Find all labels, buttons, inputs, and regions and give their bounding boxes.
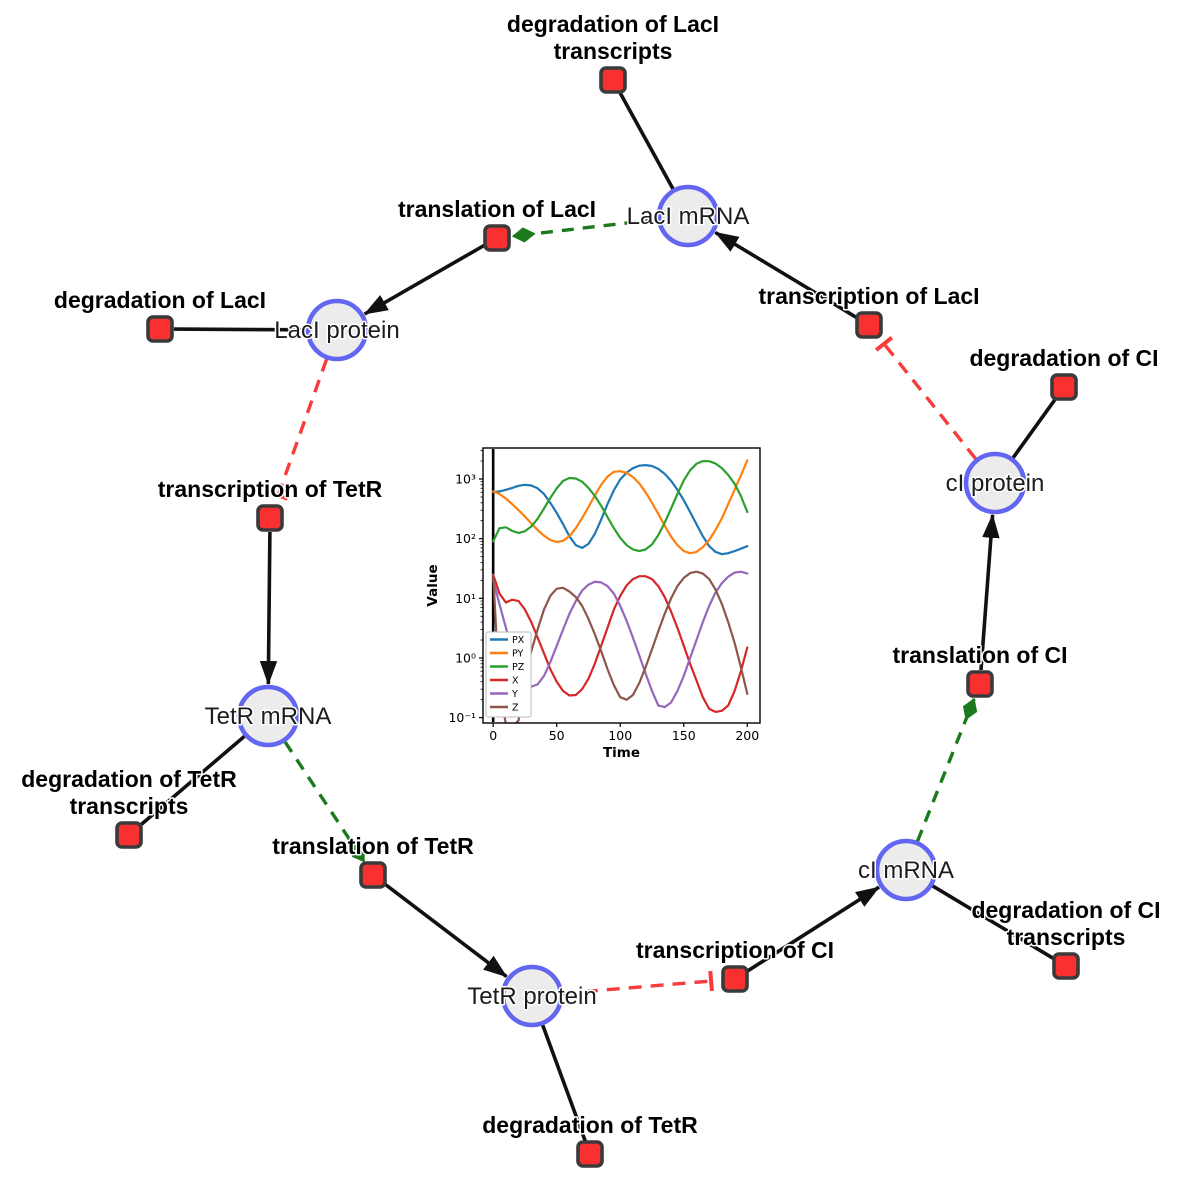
series-PX (492, 464, 749, 556)
reaction-deg-LacI-node[interactable] (146, 315, 174, 343)
reaction-tl-LacI-label: translation of LacI (398, 196, 596, 222)
y-tick-label: 10¹ (455, 591, 476, 606)
species-cI-protein-label: cI protein (946, 470, 1045, 497)
reaction-deg-CI-label: degradation of CI (969, 345, 1158, 371)
legend-box (485, 631, 532, 718)
y-tick-label: 10³ (455, 472, 476, 487)
series-PZ (492, 460, 749, 553)
reaction-tl-TetR-label: translation of TetR (272, 833, 474, 859)
edge-consumption-LacI-protein-deg-LacI (173, 327, 307, 332)
species-LacI-mRNA-node[interactable] (656, 184, 720, 248)
reaction-tx-CI-label: transcription of CI (636, 937, 834, 963)
edge-production-tx-LacI-LacI-mRNA (714, 230, 858, 320)
y-tick-label: 10⁰ (455, 650, 476, 665)
species-TetR-mRNA-node[interactable] (236, 684, 300, 748)
reaction-tx-LacI-label: transcription of LacI (758, 283, 979, 309)
reaction-tx-TetR-node[interactable] (256, 504, 284, 532)
species-TetR-mRNA-label: TetR mRNA (205, 703, 332, 730)
edge-production-tx-TetR-TetR-mRNA (259, 531, 278, 686)
edge-production-tl-CI-cI-protein (979, 513, 1000, 671)
reaction-tl-CI-node[interactable] (966, 670, 994, 698)
reaction-deg-LacI-tx-label: degradation of LacI transcripts (507, 11, 719, 64)
legend-label-PY: PY (512, 649, 524, 660)
series-Z (492, 570, 749, 723)
reaction-deg-CI-node[interactable] (1050, 373, 1078, 401)
edge-consumption-cI-protein-deg-CI (1011, 397, 1058, 459)
species-TetR-protein-label: TetR protein (467, 983, 596, 1010)
reaction-deg-TetR-label: degradation of TetR (482, 1112, 698, 1138)
series-layer (492, 459, 749, 723)
y-axis-title: Value (425, 564, 441, 606)
edge-inhibition-TetR-protein-tx-CI (562, 970, 714, 996)
y-tick-label: 10⁻¹ (448, 710, 476, 725)
reaction-tx-CI-node[interactable] (721, 965, 749, 993)
reaction-tl-LacI-node[interactable] (483, 224, 511, 252)
reaction-deg-LacI-tx-node[interactable] (599, 66, 627, 94)
species-LacI-mRNA-label: LacI mRNA (627, 203, 750, 230)
series-Y (492, 570, 749, 709)
edge-modifier-cI-mRNA-tl-CI (915, 697, 978, 842)
reaction-tx-LacI-node[interactable] (855, 311, 883, 339)
edge-consumption-TetR-protein-deg-TetR (541, 1024, 587, 1142)
reaction-deg-TetR-tx-label: degradation of TetR transcripts (21, 766, 237, 819)
x-tick-label: 50 (549, 728, 565, 743)
axes-box (482, 447, 761, 724)
reaction-deg-TetR-node[interactable] (576, 1140, 604, 1168)
species-cI-mRNA-label: cI mRNA (858, 857, 954, 884)
edge-consumption-LacI-mRNA-deg-LacI-tx (618, 91, 675, 190)
species-TetR-protein-node[interactable] (500, 964, 564, 1028)
species-LacI-protein-label: LacI protein (274, 317, 399, 344)
species-cI-protein-node[interactable] (963, 451, 1027, 515)
reaction-deg-CI-tx-node[interactable] (1052, 952, 1080, 980)
edge-production-tl-LacI-LacI-protein (363, 243, 486, 316)
edge-inhibition-cI-protein-tx-LacI (874, 336, 978, 460)
series-X (492, 573, 749, 713)
reaction-deg-LacI-label: degradation of LacI (54, 287, 266, 313)
species-LacI-protein-node[interactable] (305, 298, 369, 362)
legend-label-X: X (512, 676, 519, 687)
reaction-tl-CI-label: translation of CI (892, 642, 1067, 668)
x-tick-label: 200 (735, 728, 759, 743)
x-tick-label: 150 (672, 728, 696, 743)
edges-layer (138, 91, 1058, 1142)
edge-production-tx-CI-cI-mRNA (745, 885, 880, 974)
reaction-deg-TetR-tx-node[interactable] (115, 821, 143, 849)
species-cI-mRNA-node[interactable] (874, 838, 938, 902)
nodes-layer (115, 66, 1080, 1168)
x-tick-label: 100 (608, 728, 632, 743)
legend-label-Y: Y (511, 689, 518, 700)
edge-production-tl-TetR-TetR-protein (383, 882, 508, 979)
labels-layer: LacI mRNA LacI protein TetR mRNA TetR prote… (20, 10, 1162, 1140)
edge-consumption-TetR-mRNA-deg-TetR-tx (138, 734, 246, 828)
y-tick-label: 10² (455, 531, 476, 546)
edge-consumption-cI-mRNA-deg-CI-tx (931, 884, 1055, 961)
x-axis-title: Time (603, 745, 640, 761)
edge-modifier-LacI-mRNA-tl-LacI (511, 217, 658, 243)
inset-chart: 0 50 100 150 200 Time 10³ 10² 10¹ 10⁰ 10⁻¹ Value PX P… (425, 447, 761, 761)
edge-inhibition-LacI-protein-tx-TetR (268, 358, 329, 501)
x-tick-label: 0 (489, 728, 497, 743)
legend-label-PZ: PZ (512, 662, 525, 673)
legend-label-Z: Z (512, 703, 519, 714)
reaction-tx-TetR-label: transcription of TetR (158, 476, 383, 502)
reaction-tl-TetR-node[interactable] (359, 861, 387, 889)
legend-label-PX: PX (512, 635, 525, 646)
series-PY (492, 459, 749, 555)
reaction-deg-CI-tx-label: degradation of CI transcripts (971, 897, 1160, 950)
edge-modifier-TetR-mRNA-tl-TetR (283, 740, 366, 863)
